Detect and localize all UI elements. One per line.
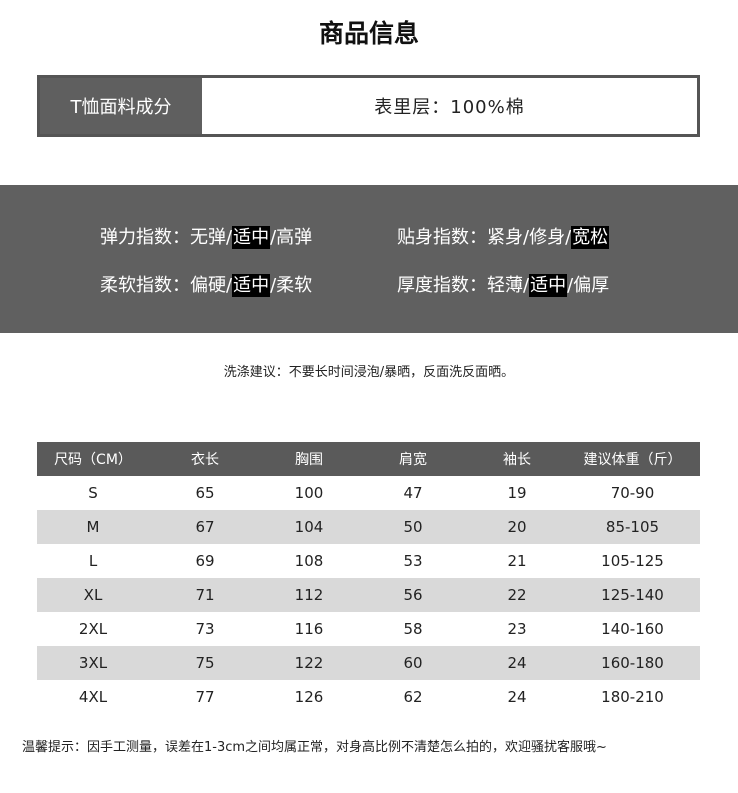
table-cell: 77 [195,688,215,706]
table-cell: 50 [403,518,423,536]
table-cell: 160-180 [601,654,664,672]
table-cell: 62 [403,688,423,706]
table-cell: 47 [403,484,423,502]
table-cell: 22 [507,586,527,604]
table-cell: 126 [294,688,324,706]
wash-note: 洗涤建议：不要长时间浸泡/暴晒，反面洗反面晒。 [223,365,515,380]
footer-note: 温馨提示：因手工测量，误差在1-3cm之间均属正常，对身高比例不清楚怎么拍的，欢… [22,740,607,755]
title: 商品信息 [318,19,419,48]
separator: / [226,227,233,248]
separator: / [270,227,277,248]
index-label: 厚度指数： [397,275,487,296]
index-option: 修身 [529,227,566,248]
table-cell: 140-160 [601,620,664,638]
index-item: 贴身指数：紧身/修身/宽松 [397,223,610,249]
index-option-selected: 宽松 [571,226,610,249]
index-label: 贴身指数： [397,227,487,248]
table-cell: 116 [294,620,324,638]
table-cell: 21 [507,552,527,570]
table-row: XL 71 112 56 22 125-140 [37,578,700,612]
table-cell: 180-210 [601,688,664,706]
index-option-selected: 适中 [232,274,271,297]
separator: / [565,227,572,248]
table-cell: 24 [507,688,527,706]
table-cell: 65 [195,484,215,502]
index-item: 厚度指数：轻薄/适中/偏厚 [397,271,609,297]
table-cell: 108 [294,552,324,570]
index-label: 柔软指数： [100,275,190,296]
table-cell: 衣长 [191,452,219,468]
table-cell: 58 [403,620,423,638]
fabric-label: T恤面料成分 [40,78,202,134]
table-cell: 67 [195,518,215,536]
separator: / [226,275,233,296]
table-cell: 112 [294,586,324,604]
index-option: 高弹 [276,227,313,248]
separator: / [523,227,530,248]
table-cell: 75 [195,654,215,672]
index-option-selected: 适中 [529,274,568,297]
index-item: 柔软指数：偏硬/适中/柔软 [100,271,312,297]
index-option: 偏厚 [573,275,610,296]
separator: / [270,275,277,296]
table-cell: 53 [403,552,423,570]
table-row: S 65 100 47 19 70-90 [37,476,700,510]
table-cell: L [88,552,98,570]
table-row: 2XL 73 116 58 23 140-160 [37,612,700,646]
table-cell: 85-105 [605,518,660,536]
index-option: 无弹 [190,227,226,248]
index-option: 柔软 [276,275,313,296]
table-cell: 56 [403,586,423,604]
table-cell: XL [83,586,103,604]
table-cell: 105-125 [601,552,664,570]
index-item: 弹力指数：无弹/适中/高弹 [100,223,312,249]
table-cell: 104 [294,518,324,536]
index-band: 弹力指数：无弹/适中/高弹 贴身指数：紧身/修身/宽松 柔软指数：偏硬/适中/柔软厚… [0,185,738,333]
index-option-selected: 适中 [232,226,271,249]
table-cell: 69 [195,552,215,570]
table-cell: 60 [403,654,423,672]
table-row: L 69 108 53 21 105-125 [37,544,700,578]
table-cell: 122 [294,654,324,672]
separator: / [567,275,574,296]
index-option: 轻薄 [487,275,523,296]
table-row: M 67 104 50 20 85-105 [37,510,700,544]
table-cell: 尺码（CM） [54,452,132,468]
table-cell: 71 [195,586,215,604]
table-cell: S [88,484,98,502]
table-cell: 4XL [78,688,108,706]
table-row: 4XL 77 126 62 24 180-210 [37,680,700,714]
separator: / [523,275,530,296]
size-table: 尺码（CM） 衣长 胸围 肩宽 袖长 建议体重（斤） S 65 100 47 19 70-90 M 67 1… [37,442,700,714]
fabric-box: T恤面料成分 表里层：100%棉 [37,75,700,137]
table-header: 尺码（CM） 衣长 胸围 肩宽 袖长 建议体重（斤） [37,442,700,476]
table-cell: 建议体重（斤） [583,452,682,468]
table-cell: 70-90 [610,484,655,502]
table-cell: 125-140 [601,586,664,604]
fabric-value: 表里层：100%棉 [374,97,525,118]
table-cell: M [86,518,100,536]
index-option: 紧身 [487,227,523,248]
table-cell: 24 [507,654,527,672]
table-row: 3XL 75 122 60 24 160-180 [37,646,700,680]
table-cell: 3XL [78,654,108,672]
table-cell: 100 [294,484,324,502]
table-cell: 20 [507,518,527,536]
table-cell: 73 [195,620,215,638]
table-cell: 23 [507,620,527,638]
index-option: 偏硬 [190,275,226,296]
table-cell: 2XL [78,620,108,638]
table-cell: 胸围 [295,452,323,468]
table-cell: 19 [507,484,527,502]
index-label: 弹力指数： [100,227,190,248]
table-cell: 肩宽 [399,452,427,468]
table-cell: 袖长 [503,452,531,468]
